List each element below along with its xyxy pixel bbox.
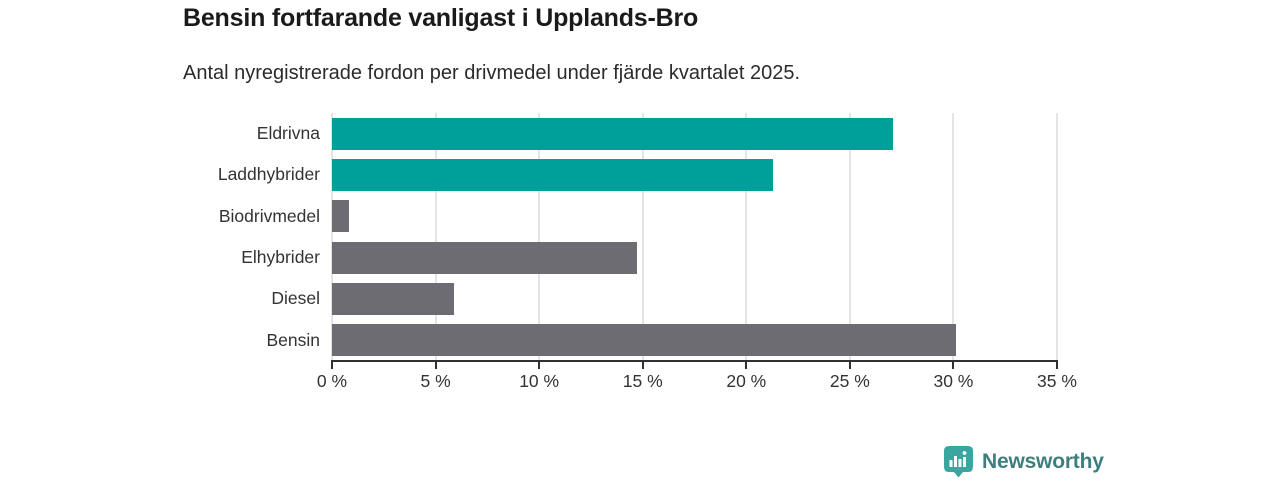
x-axis-tick-label: 15 % <box>622 371 663 391</box>
bar-row <box>332 237 1057 278</box>
bar-row <box>332 320 1057 361</box>
gridline <box>952 113 955 361</box>
x-axis-tick-label: 20 % <box>726 371 767 391</box>
newsworthy-logo-icon <box>944 446 973 478</box>
bar-row <box>332 154 1057 195</box>
chart-title: Bensin fortfarande vanligast i Upplands-… <box>183 4 699 32</box>
x-axis-tick <box>745 362 748 369</box>
category-label-biodrivmedel: Biodrivmedel <box>218 205 320 226</box>
gridline <box>434 113 437 361</box>
bar-laddhybrider <box>332 158 774 191</box>
x-axis-tick <box>434 362 437 369</box>
x-axis-line <box>331 360 1058 362</box>
x-axis-tick <box>641 362 644 369</box>
x-axis-tick-label: 30 % <box>933 371 974 391</box>
x-axis-tick <box>952 362 955 369</box>
bar-row <box>332 278 1057 319</box>
chart-subtitle: Antal nyregistrerade fordon per drivmede… <box>183 62 801 84</box>
bar-bensin <box>332 324 956 357</box>
category-label-laddhybrider: Laddhybrider <box>217 164 320 185</box>
bar-row <box>332 196 1057 237</box>
bar-biodrivmedel <box>332 200 349 233</box>
bar-elhybrider <box>332 241 637 274</box>
bar-eldrivna <box>332 117 894 150</box>
x-axis-tick <box>848 362 851 369</box>
category-label-eldrivna: Eldrivna <box>256 123 320 144</box>
x-axis-tick-label: 10 % <box>519 371 560 391</box>
x-axis-ticks <box>331 362 1058 369</box>
gridline <box>1056 113 1058 361</box>
gridline <box>641 113 644 361</box>
x-axis-tick-labels: 0 % 5 % 10 % 15 % 20 % 25 % 30 % 35 % <box>317 371 1077 393</box>
x-axis-tick <box>1056 362 1058 369</box>
newsworthy-logo-text: Newsworthy <box>982 450 1104 473</box>
bar-row <box>332 113 1057 154</box>
gridline <box>848 113 851 361</box>
newsworthy-logo: Newsworthy <box>944 446 1104 478</box>
x-axis-tick <box>331 362 333 369</box>
x-axis-tick-label: 5 % <box>420 371 451 391</box>
category-label-diesel: Diesel <box>271 288 320 309</box>
x-axis-tick-label: 35 % <box>1037 371 1077 391</box>
category-labels: Eldrivna Laddhybrider Biodrivmedel Elhybrid… <box>0 113 320 361</box>
gridline <box>331 113 333 361</box>
x-axis-tick <box>538 362 541 369</box>
category-label-elhybrider: Elhybrider <box>241 247 320 268</box>
bars <box>332 113 1057 361</box>
category-label-bensin: Bensin <box>266 329 320 350</box>
gridline <box>745 113 748 361</box>
x-axis-tick-label: 0 % <box>316 371 348 391</box>
bar-diesel <box>332 282 455 315</box>
x-axis-tick-label: 25 % <box>829 371 870 391</box>
plot-area <box>331 113 1058 361</box>
gridline <box>538 113 541 361</box>
